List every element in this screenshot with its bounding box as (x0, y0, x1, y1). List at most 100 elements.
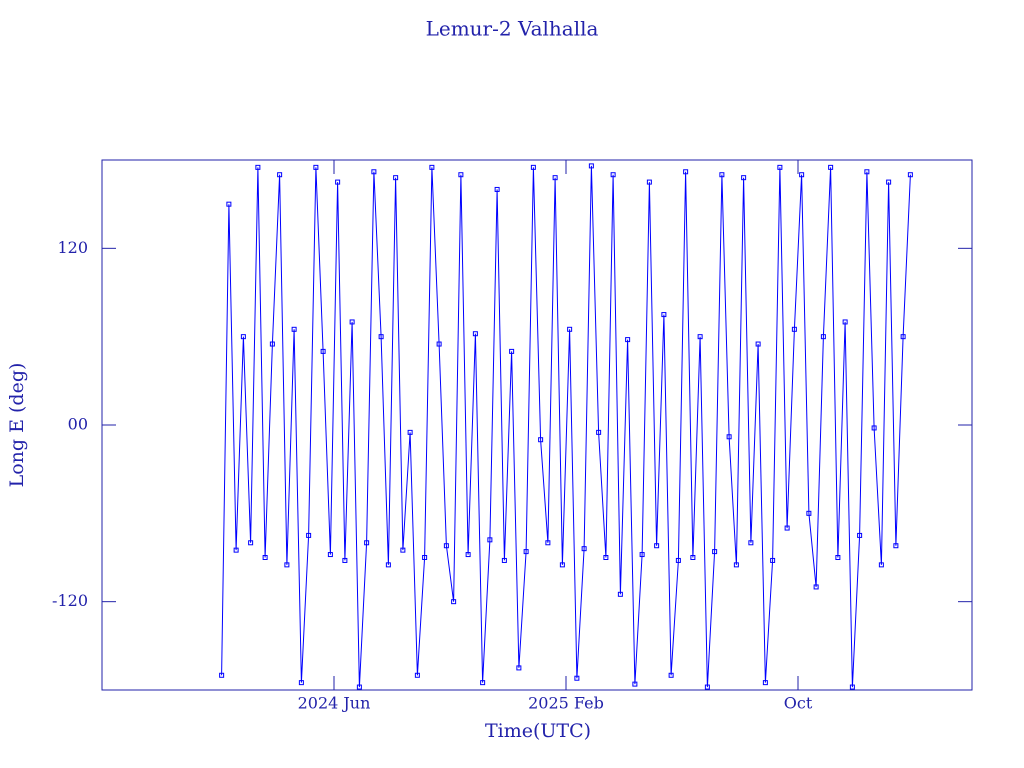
data-point (472, 331, 478, 337)
data-point (777, 164, 783, 170)
data-point (828, 164, 834, 170)
y-tick-label: -120 (52, 591, 88, 610)
data-point (791, 326, 797, 332)
data-point (342, 557, 348, 563)
data-point (603, 555, 609, 560)
data-point (610, 172, 616, 178)
data-point (291, 326, 297, 332)
data-point (864, 169, 870, 175)
data-point (893, 543, 899, 549)
data-point (429, 164, 435, 170)
data-point (559, 562, 565, 568)
data-point (726, 434, 732, 440)
data-point (748, 540, 754, 546)
x-axis-label: Time(UTC) (485, 720, 591, 742)
data-point (501, 557, 507, 563)
data-point (487, 537, 493, 543)
data-point (646, 179, 652, 185)
data-point (320, 348, 326, 354)
data-point (704, 684, 710, 690)
data-point (835, 555, 841, 560)
data-point (683, 169, 689, 175)
data-point (306, 532, 312, 538)
x-tick-label: 2024 Jun (298, 694, 371, 713)
data-point (385, 562, 391, 568)
data-point (596, 429, 602, 435)
data-point (799, 172, 805, 178)
data-point (588, 163, 594, 169)
data-point (494, 186, 500, 192)
data-point (625, 337, 631, 343)
data-point (871, 425, 877, 431)
data-point (878, 562, 884, 568)
data-point (240, 334, 246, 340)
data-point (857, 532, 863, 538)
data-point (806, 510, 812, 516)
y-tick-label: 00 (68, 415, 88, 434)
data-point (284, 562, 290, 568)
data-line (221, 165, 911, 688)
data-point (530, 164, 536, 170)
data-point (820, 334, 826, 340)
data-point (900, 334, 906, 340)
data-point (248, 540, 254, 546)
data-point (480, 680, 486, 686)
data-point (277, 172, 283, 178)
data-point (523, 549, 529, 555)
data-point (364, 540, 370, 546)
x-tick-label: 2025 Feb (528, 694, 604, 713)
data-point (784, 525, 790, 531)
data-point (697, 334, 703, 340)
data-point (465, 552, 471, 558)
data-point (422, 555, 428, 560)
data-point (378, 334, 384, 340)
data-point (690, 555, 696, 560)
data-point (581, 546, 587, 552)
data-point (458, 172, 464, 178)
data-point (400, 547, 406, 553)
data-point (313, 164, 319, 170)
data-point (907, 172, 913, 178)
data-point (632, 681, 638, 687)
data-point (451, 599, 457, 605)
data-point (712, 549, 718, 555)
data-point (349, 319, 355, 325)
data-point (516, 665, 522, 671)
data-point (233, 547, 239, 553)
data-point (733, 562, 739, 568)
data-point (327, 552, 333, 558)
data-point (661, 312, 667, 318)
data-point (443, 543, 449, 549)
y-tick-label: 120 (57, 238, 88, 257)
data-point (552, 175, 558, 181)
data-point (219, 672, 225, 678)
data-point (654, 543, 660, 549)
data-point (762, 680, 768, 686)
data-point (574, 675, 580, 681)
data-point (509, 348, 515, 354)
data-point (538, 437, 544, 443)
data-point (262, 555, 268, 560)
data-point (770, 557, 776, 563)
data-point (813, 584, 819, 590)
data-point (226, 201, 232, 207)
data-point (886, 179, 892, 185)
data-point (335, 179, 341, 185)
data-point (842, 319, 848, 325)
data-point (407, 429, 413, 435)
data-point (545, 540, 551, 546)
data-point (755, 341, 761, 347)
y-axis-label: Long E (deg) (6, 363, 28, 488)
data-point (639, 552, 645, 558)
data-point (617, 591, 623, 597)
x-tick-label: Oct (784, 694, 813, 713)
data-point (741, 175, 747, 181)
data-point (255, 164, 261, 170)
data-point (719, 172, 725, 178)
data-point (675, 557, 681, 563)
data-point (269, 341, 275, 347)
chart-title: Lemur-2 Valhalla (426, 17, 599, 41)
data-point (849, 684, 855, 690)
data-point (567, 326, 573, 332)
